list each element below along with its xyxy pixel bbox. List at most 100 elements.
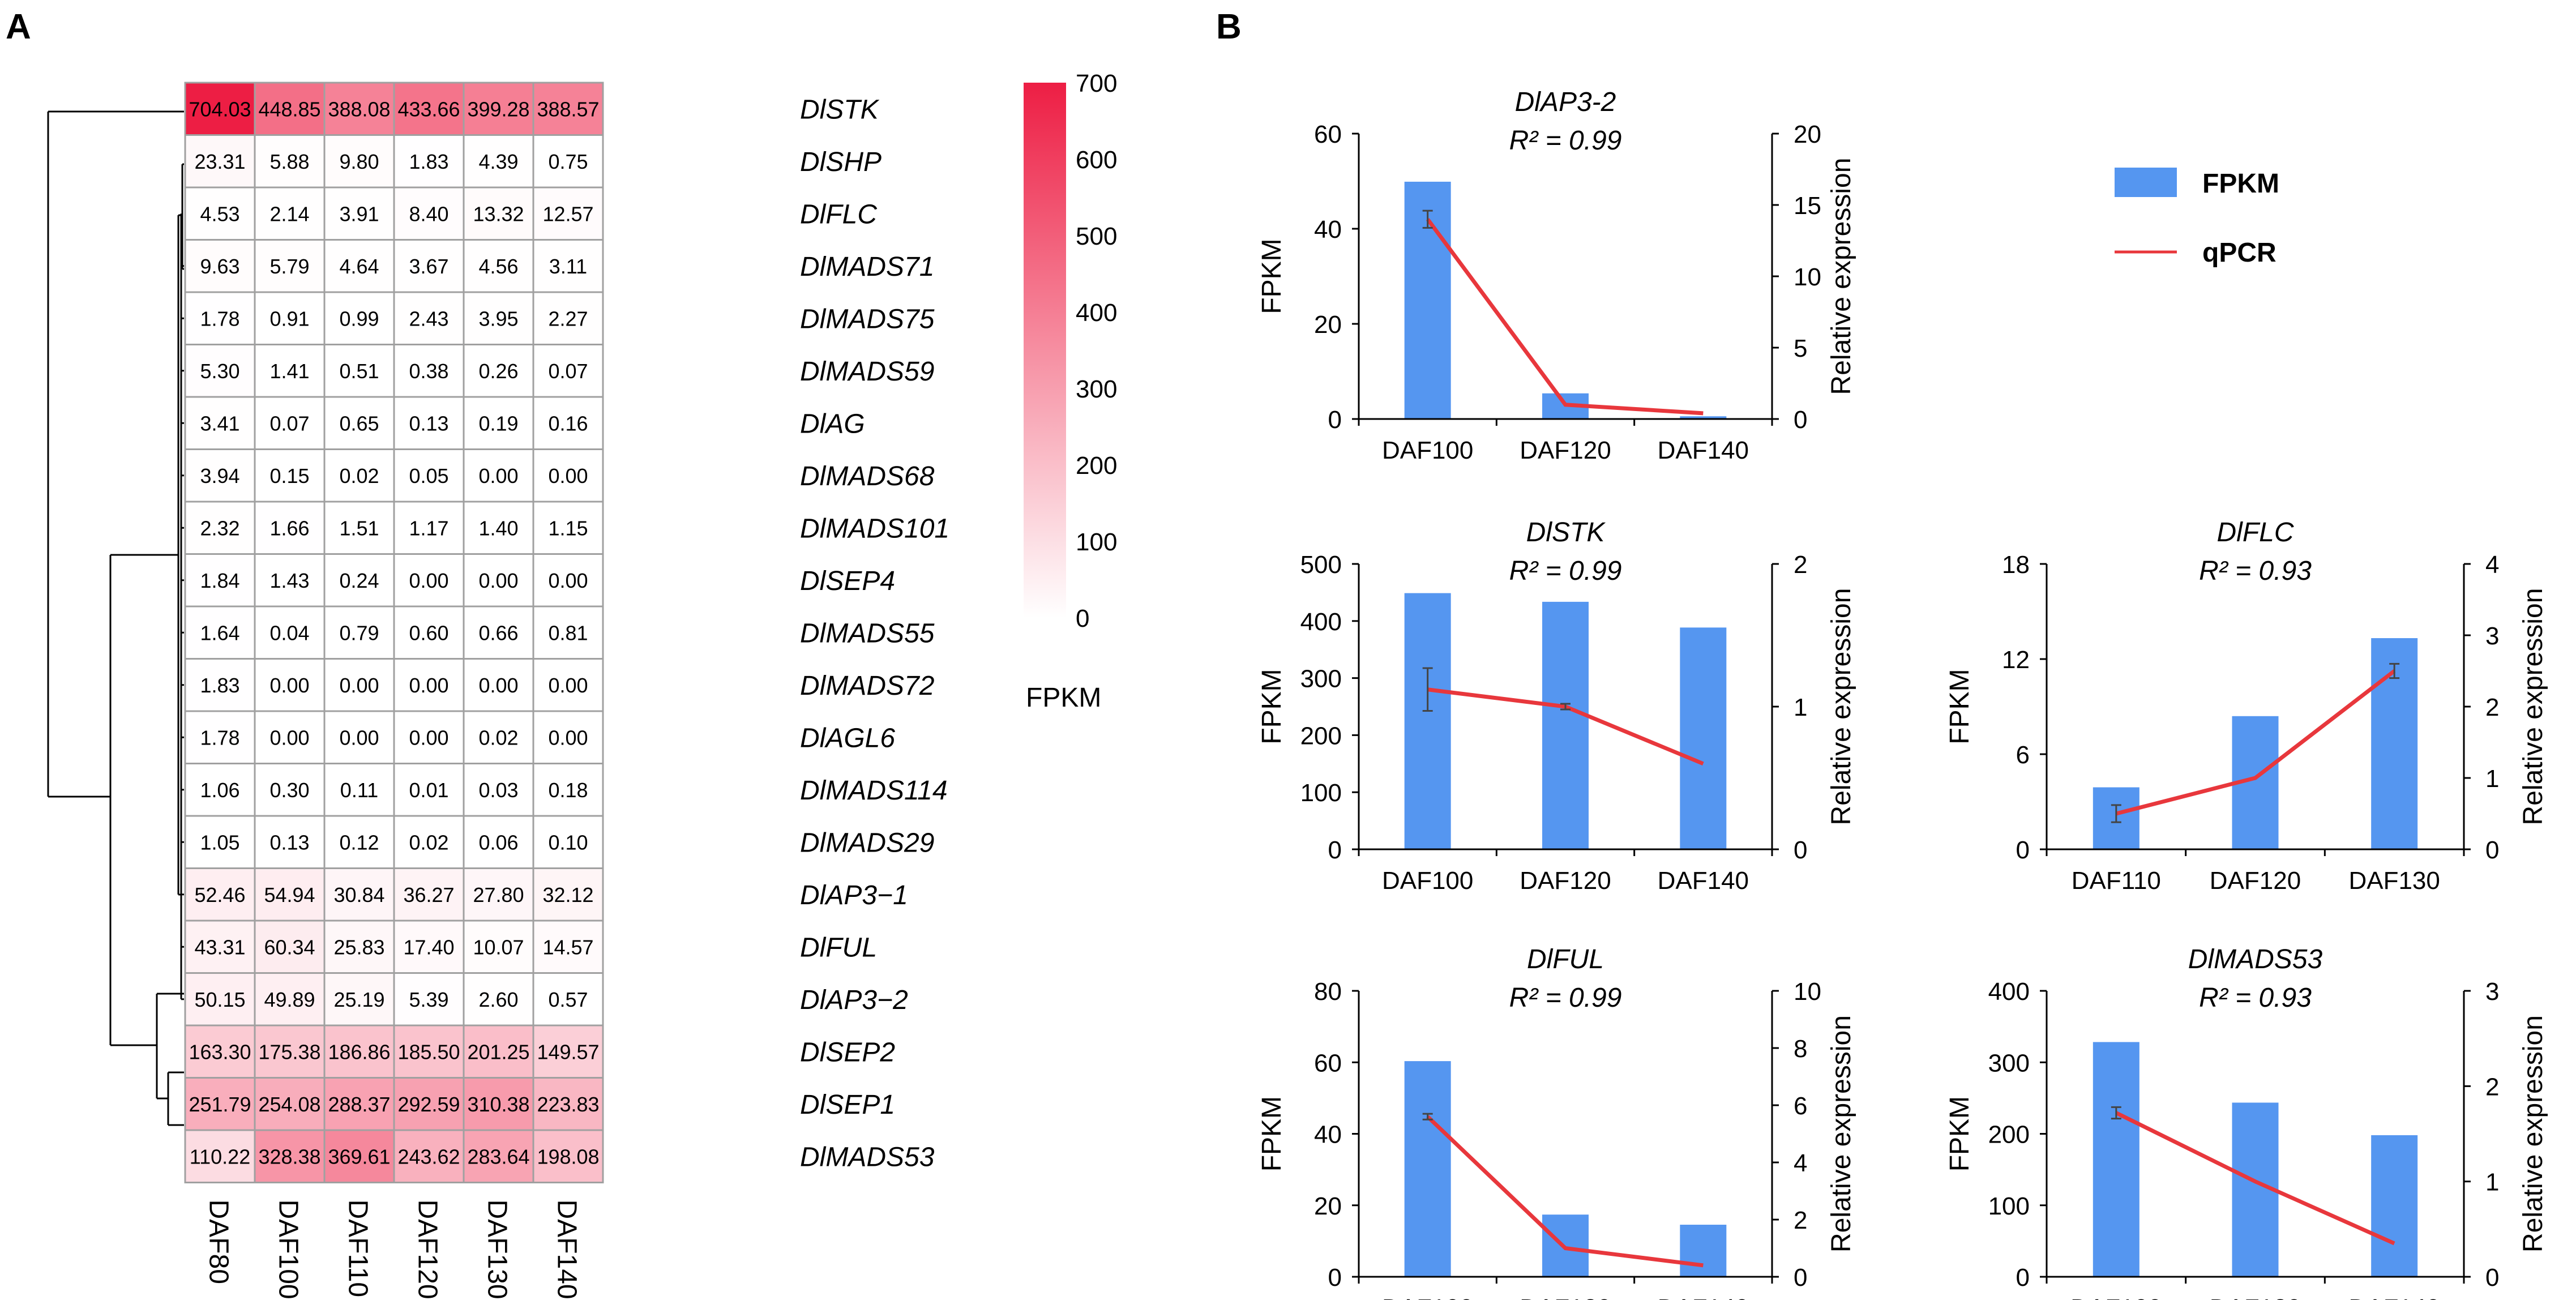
heatmap-cell xyxy=(393,553,465,608)
heatmap-cell xyxy=(393,710,465,764)
heatmap-cell-value: 52.46 xyxy=(194,883,245,906)
heatmap-cell xyxy=(463,1077,534,1131)
x-tick-label: DAF140 xyxy=(2348,1294,2440,1300)
heatmap-cell xyxy=(323,658,395,712)
gene-label: DlSEP2 xyxy=(800,1037,895,1067)
left-tick-label: 100 xyxy=(1300,779,1342,807)
left-tick-label: 200 xyxy=(1988,1121,2030,1149)
heatmap-cell-value: 12.57 xyxy=(542,202,593,225)
heatmap-cell-value: 1.84 xyxy=(200,569,239,592)
y-right-title: Relative expression xyxy=(1826,158,1856,395)
left-tick-label: 20 xyxy=(1314,1192,1342,1220)
heatmap-cell xyxy=(393,1024,465,1079)
legend-bar-label: FPKM xyxy=(2202,169,2279,199)
chart-title: DlSTK xyxy=(1526,518,1606,548)
chart-r2: R² = 0.99 xyxy=(1509,556,1622,586)
y-right-title: Relative expression xyxy=(1826,1015,1856,1252)
color-scale-tick: 600 xyxy=(1076,146,1117,174)
heatmap-cell-value: 10.07 xyxy=(473,935,524,959)
heatmap-cell xyxy=(532,501,604,555)
right-tick-label: 0 xyxy=(2485,1264,2499,1292)
right-tick-label: 2 xyxy=(2485,1073,2499,1101)
heatmap-cell xyxy=(184,396,256,450)
color-scale-tick: 200 xyxy=(1076,452,1117,480)
heatmap-cell-value: 43.31 xyxy=(194,935,245,959)
gene-label: DlSTK xyxy=(800,95,880,125)
heatmap-cell xyxy=(463,920,534,974)
heatmap-cell xyxy=(254,867,326,922)
heatmap-cell xyxy=(254,82,326,136)
heatmap-cell-value: 8.40 xyxy=(409,202,448,225)
heatmap-cell-value: 0.07 xyxy=(269,412,309,435)
heatmap-cell-value: 186.86 xyxy=(328,1040,390,1063)
left-tick-label: 500 xyxy=(1300,551,1342,579)
heatmap-cell-value: 0.00 xyxy=(478,569,518,592)
heatmap-cell-value: 0.02 xyxy=(409,831,448,854)
right-tick-label: 0 xyxy=(1794,406,1807,434)
heatmap-cell-value: 4.56 xyxy=(478,255,518,278)
heatmap-cell-value: 1.41 xyxy=(269,360,309,383)
heatmap-cell xyxy=(184,867,256,922)
left-tick-label: 0 xyxy=(2016,1264,2030,1292)
left-tick-label: 12 xyxy=(2002,646,2030,674)
heatmap-cell-value: 0.00 xyxy=(409,726,448,749)
heatmap-cell-value: 0.79 xyxy=(339,621,379,644)
right-tick-label: 8 xyxy=(1794,1035,1807,1063)
heatmap-cell-value: 30.84 xyxy=(333,883,384,906)
heatmap-cell xyxy=(532,815,604,869)
right-tick-label: 0 xyxy=(1794,836,1807,864)
color-scale-gradient xyxy=(1024,83,1066,618)
heatmap-cell-value: 0.19 xyxy=(478,412,518,435)
heatmap-cell-value: 0.75 xyxy=(548,150,588,173)
heatmap-cell-value: 0.57 xyxy=(548,988,588,1011)
right-tick-label: 1 xyxy=(2485,765,2499,793)
heatmap-cell xyxy=(463,658,534,712)
heatmap-cell-value: 3.94 xyxy=(200,464,239,488)
chart-r2: R² = 0.93 xyxy=(2199,556,2312,586)
heatmap-cell-value: 149.57 xyxy=(537,1040,599,1063)
left-tick-label: 40 xyxy=(1314,216,1342,243)
heatmap-cell xyxy=(393,815,465,869)
gene-label: DlFLC xyxy=(800,199,877,229)
right-tick-label: 10 xyxy=(1794,978,1821,1006)
heatmap-cell xyxy=(254,658,326,712)
heatmap-cell-value: 0.00 xyxy=(269,674,309,697)
heatmap-cell-value: 0.51 xyxy=(339,360,379,383)
heatmap-cell xyxy=(323,239,395,293)
column-label: DAF80 xyxy=(204,1200,234,1284)
heatmap-cell xyxy=(323,134,395,189)
left-tick-label: 18 xyxy=(2002,551,2030,579)
color-scale-tick: 500 xyxy=(1076,223,1117,250)
gene-label: DlMADS114 xyxy=(800,776,948,806)
heatmap-cell-value: 49.89 xyxy=(264,988,315,1011)
heatmap-cell xyxy=(323,920,395,974)
heatmap-cell xyxy=(254,186,326,241)
heatmap-cell-value: 0.01 xyxy=(409,779,448,802)
heatmap-cell xyxy=(254,1077,326,1131)
panel-a-heatmap: A 704.03 448.85 388.08 433.66 399.28 388.57 23… xyxy=(6,7,1117,1299)
heatmap-cell xyxy=(532,972,604,1027)
y-left-title: FPKM xyxy=(1945,669,1975,744)
heatmap-cell xyxy=(323,710,395,764)
heatmap-cell xyxy=(532,1024,604,1079)
heatmap-cell-value: 388.08 xyxy=(328,97,390,121)
heatmap-cell xyxy=(463,134,534,189)
heatmap-cell xyxy=(532,867,604,922)
heatmap-cell-value: 0.03 xyxy=(478,779,518,802)
heatmap-cell-value: 0.10 xyxy=(548,831,588,854)
heatmap-cell xyxy=(184,763,256,817)
color-scale-ticks: 700 600 500 400 300 200 100 0 xyxy=(1076,70,1117,632)
right-tick-label: 1 xyxy=(2485,1169,2499,1196)
heatmap-cell xyxy=(323,501,395,555)
heatmap-cell xyxy=(184,501,256,555)
heatmap-cell-value: 251.79 xyxy=(189,1093,251,1116)
x-tick-label: DAF140 xyxy=(1658,867,1749,895)
legend-bar-swatch xyxy=(2115,168,2177,197)
heatmap-cell xyxy=(184,920,256,974)
heatmap-cell xyxy=(184,1077,256,1131)
column-label: DAF100 xyxy=(273,1200,303,1299)
heatmap-cell-value: 0.38 xyxy=(409,360,448,383)
heatmap-cell-value: 1.05 xyxy=(200,831,239,854)
right-tick-label: 0 xyxy=(1794,1264,1807,1292)
heatmap-cell-value: 0.00 xyxy=(409,569,448,592)
